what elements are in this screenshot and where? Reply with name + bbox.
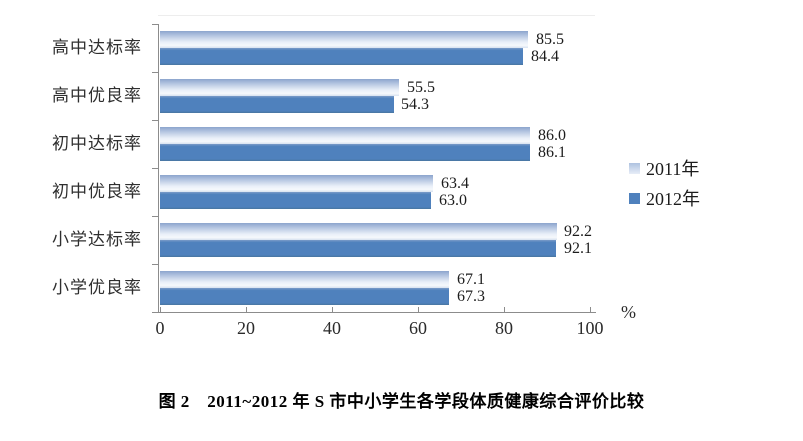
value-label: 67.3 xyxy=(457,287,485,305)
x-axis-tick-label: 0 xyxy=(155,318,165,338)
bar-2012年-初中达标率 xyxy=(160,144,531,161)
x-axis-tick-label: 100 xyxy=(576,318,604,338)
x-axis-tick xyxy=(160,307,161,312)
bar-2012年-高中优良率 xyxy=(160,96,394,113)
value-label: 55.5 xyxy=(407,78,435,96)
category-label: 高中优良率 xyxy=(52,86,142,105)
legend-entry-2011年: 2011年 xyxy=(629,156,700,180)
value-label: 63.0 xyxy=(439,191,467,209)
category-label: 小学达标率 xyxy=(52,230,142,249)
legend-swatch-icon xyxy=(629,192,640,204)
x-axis-tick xyxy=(504,307,505,312)
category-label: 高中达标率 xyxy=(52,38,142,57)
y-axis-tick xyxy=(152,24,158,25)
legend-label: 2011年 xyxy=(646,159,700,179)
bar-2011年-初中达标率 xyxy=(160,127,530,144)
x-axis-tick-label: 80 xyxy=(495,318,513,338)
value-label: 85.5 xyxy=(536,30,564,48)
y-axis-tick xyxy=(152,216,158,217)
y-axis-tick xyxy=(152,168,158,169)
bar-2011年-小学优良率 xyxy=(160,271,449,288)
x-axis-unit-label: % xyxy=(621,302,636,322)
value-label: 92.1 xyxy=(564,239,592,257)
bar-2011年-高中优良率 xyxy=(160,79,399,96)
bar-2012年-小学优良率 xyxy=(160,288,450,305)
category-label: 小学优良率 xyxy=(52,278,142,297)
x-axis-tick-label: 20 xyxy=(237,318,255,338)
x-axis-tick xyxy=(590,307,591,312)
value-label: 67.1 xyxy=(457,270,485,288)
figure-caption: 图 2 2011~2012 年 S 市中小学生各学段体质健康综合评价比较 xyxy=(158,392,645,411)
x-axis-tick xyxy=(246,307,247,312)
bar-2011年-小学达标率 xyxy=(160,223,557,240)
legend-label: 2012年 xyxy=(646,189,700,209)
bar-2011年-高中达标率 xyxy=(160,31,528,48)
value-label: 63.4 xyxy=(441,174,469,192)
value-label: 84.4 xyxy=(531,47,559,65)
x-axis-tick-label: 60 xyxy=(409,318,427,338)
category-label: 初中达标率 xyxy=(52,134,142,153)
x-axis-tick-label: 40 xyxy=(323,318,341,338)
x-axis-tick xyxy=(418,307,419,312)
bar-2011年-初中优良率 xyxy=(160,175,433,192)
value-label: 86.0 xyxy=(538,126,566,144)
category-label: 初中优良率 xyxy=(52,182,142,201)
x-axis-line xyxy=(153,312,596,313)
legend-entry-2012年: 2012年 xyxy=(629,186,700,210)
legend-swatch-icon xyxy=(629,162,640,174)
y-axis-line xyxy=(158,24,159,312)
y-axis-tick xyxy=(152,72,158,73)
y-axis-tick xyxy=(152,264,158,265)
bar-2012年-初中优良率 xyxy=(160,192,431,209)
x-axis-tick xyxy=(332,307,333,312)
plot-top-border xyxy=(158,15,595,16)
value-label: 92.2 xyxy=(564,222,592,240)
bar-2012年-高中达标率 xyxy=(160,48,523,65)
bar-2012年-小学达标率 xyxy=(160,240,556,257)
y-axis-tick xyxy=(152,120,158,121)
value-label: 86.1 xyxy=(538,143,566,161)
chart-legend: 2011年 2012年 xyxy=(629,156,700,216)
value-label: 54.3 xyxy=(401,95,429,113)
